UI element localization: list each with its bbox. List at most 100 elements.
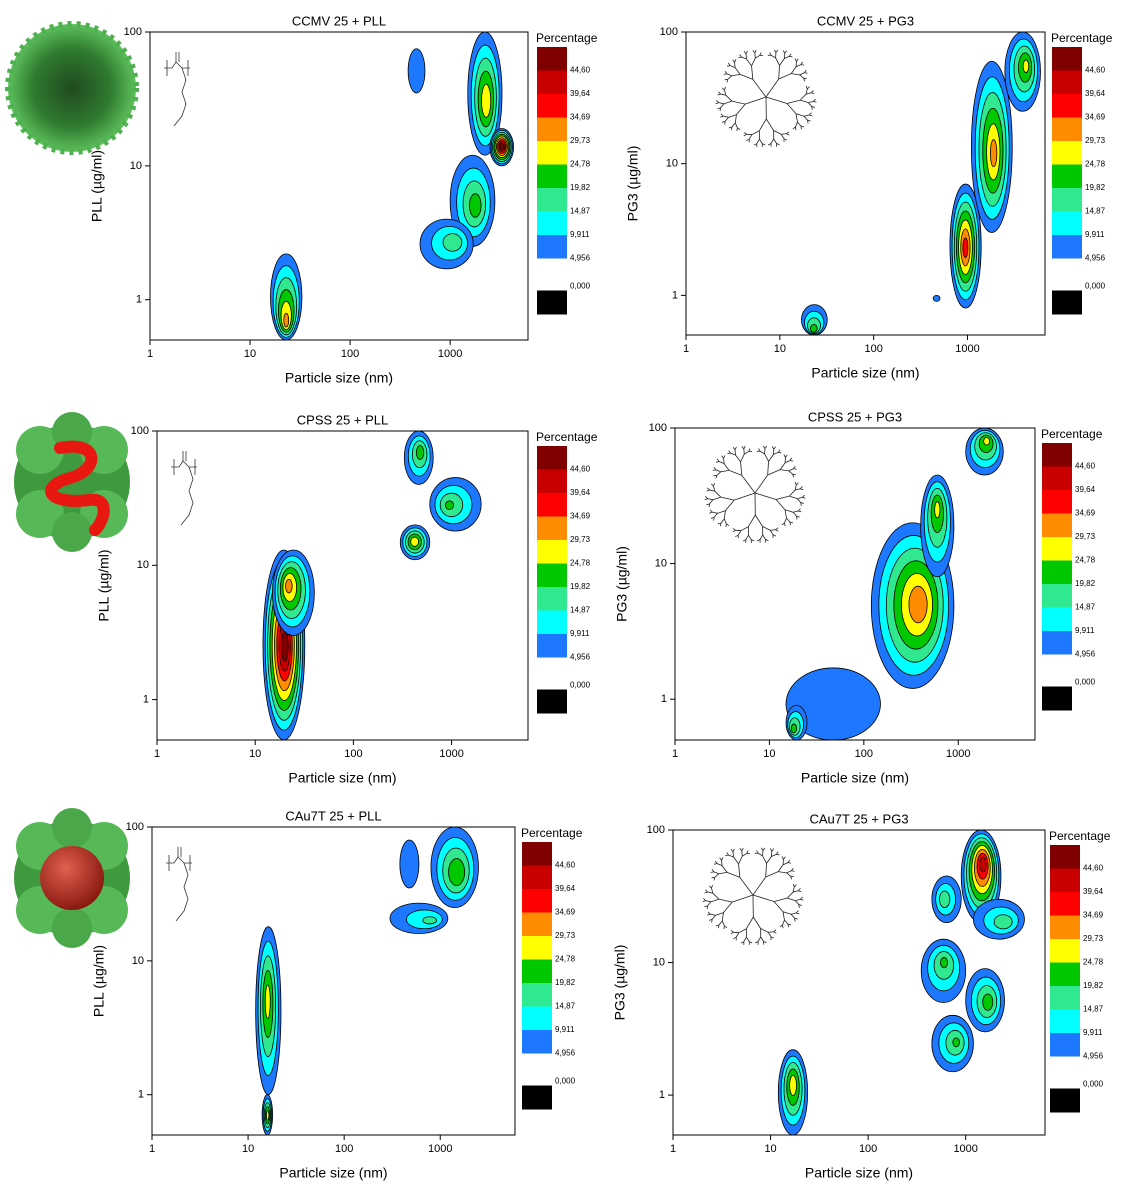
dendrimer-branch <box>799 74 804 79</box>
dendrimer-branch <box>710 913 716 916</box>
dendrimer-branch <box>743 50 747 55</box>
dendrimer-branch <box>756 850 759 854</box>
dendrimer-branch <box>798 890 802 893</box>
dendrimer-branch <box>795 488 801 491</box>
dendrimer-branch <box>797 508 801 512</box>
dendrimer-branch <box>786 517 791 523</box>
x-tick-label: 1 <box>672 748 678 760</box>
dendrimer-branch <box>745 534 749 540</box>
dendrimer-branch <box>796 912 800 915</box>
dendrimer-branch <box>790 876 793 880</box>
dendrimer-branch <box>752 876 767 896</box>
dendrimer-branch <box>771 446 775 450</box>
dendrimer-branch <box>793 465 796 469</box>
dendrimer-branch <box>793 884 797 888</box>
colorbar-label: 19,82 <box>1085 183 1106 192</box>
y-tick-label: 10 <box>666 158 678 170</box>
dendrimer-branch <box>754 492 777 500</box>
dendrimer-branch <box>792 886 795 893</box>
y-tick-label: 10 <box>653 956 665 968</box>
dendrimer-branch <box>707 911 711 915</box>
contour-chart: 1 10 100 1000 1 10 100 CCMV 25 + PG3 Particle si… <box>625 13 1113 380</box>
dendrimer-branch <box>799 72 805 76</box>
dendrimer-branch <box>745 50 748 54</box>
dendrimer-branch <box>746 916 754 929</box>
colorbar-swatch <box>1050 962 1080 986</box>
dendrimer-branch <box>727 452 731 455</box>
colorbar-swatch <box>537 563 567 587</box>
plot-frame <box>685 31 1046 336</box>
contour-level <box>790 723 798 734</box>
dendrimer-branch <box>797 498 802 503</box>
dendrimer-branch <box>710 871 715 873</box>
dendrimer-branch <box>717 510 726 514</box>
dendrimer-branch <box>711 876 715 879</box>
dendrimer-branch <box>789 495 798 500</box>
contour-level <box>399 839 420 889</box>
colorbar-swatch <box>537 235 567 259</box>
dendrimer-branch <box>769 848 773 852</box>
colorbar-title: Percentage <box>536 31 598 45</box>
colorbar-label: 0,000 <box>570 282 591 291</box>
dendrimer-branch <box>784 517 787 524</box>
dendrimer-branch <box>770 138 775 144</box>
colorbar-swatch <box>522 889 552 913</box>
dendrimer-branch <box>759 450 765 455</box>
dendrimer-branch <box>800 99 809 104</box>
colorbar-label: 19,82 <box>570 183 591 192</box>
dendrimer-branch <box>798 904 802 906</box>
y-axis-label: PG3 (µg/ml) <box>612 945 628 1021</box>
colorbar-swatch <box>537 446 567 470</box>
contours <box>262 431 482 740</box>
x-tick-label: 1 <box>670 1143 676 1155</box>
dendrimer-branch <box>789 521 794 524</box>
colorbar-label: 19,82 <box>1083 981 1104 990</box>
dendrimer-branch <box>753 143 757 146</box>
dendrimer-branch <box>720 469 730 473</box>
colorbar-swatch <box>522 1006 552 1030</box>
icon-ccmv <box>5 21 139 155</box>
colorbar-swatch <box>1042 513 1072 537</box>
dendrimer-branch <box>800 125 805 128</box>
dendrimer-branch <box>797 888 801 892</box>
y-tick-label: 1 <box>659 1089 665 1101</box>
dendrimer-branch <box>737 127 741 130</box>
colorbar-label: 24,78 <box>555 955 576 964</box>
colorbar-label: 24,78 <box>1083 958 1104 967</box>
dendrimer-branch <box>739 877 754 896</box>
colorbar-label: 29,73 <box>570 136 591 145</box>
dendrimer-branch <box>738 863 741 878</box>
dendrimer-branch <box>758 448 761 452</box>
colorbar-label: 14,87 <box>570 207 591 216</box>
colorbar-swatch <box>1052 290 1082 315</box>
dendrimer-branch <box>796 515 800 518</box>
colorbar-label: 39,64 <box>570 89 591 98</box>
dendrimer-branch <box>802 494 805 498</box>
dendrimer-branch <box>735 534 739 538</box>
contours <box>777 830 1025 1135</box>
colorbar-swatch <box>1042 631 1072 655</box>
colorbar-swatch <box>1052 235 1082 259</box>
dendrimer-branch <box>748 134 753 140</box>
dendrimer-branch <box>735 932 740 938</box>
dendrimer-branch <box>759 118 767 131</box>
dendrimer-branch <box>731 73 741 77</box>
chart-title: CCMV 25 + PLL <box>292 13 386 28</box>
colorbar-swatch <box>522 912 552 936</box>
dendrimer-branch <box>790 913 795 919</box>
dendrimer-branch <box>783 138 788 141</box>
dendrimer-branch <box>705 496 709 499</box>
dendrimer-branch <box>738 856 743 864</box>
dendrimer-branch <box>767 143 772 146</box>
dendrimer-branch <box>718 102 724 105</box>
dendrimer-branch <box>740 941 744 944</box>
x-tick-label: 10 <box>249 748 261 760</box>
dendrimer-branch <box>707 913 711 916</box>
dendrimer-branch <box>711 888 714 894</box>
dendrimer-branch <box>788 489 796 497</box>
side-chain <box>180 466 194 526</box>
colorbar-title: Percentage <box>1041 427 1103 441</box>
colorbar-swatch <box>1042 686 1072 711</box>
dendrimer-branch <box>757 852 763 857</box>
